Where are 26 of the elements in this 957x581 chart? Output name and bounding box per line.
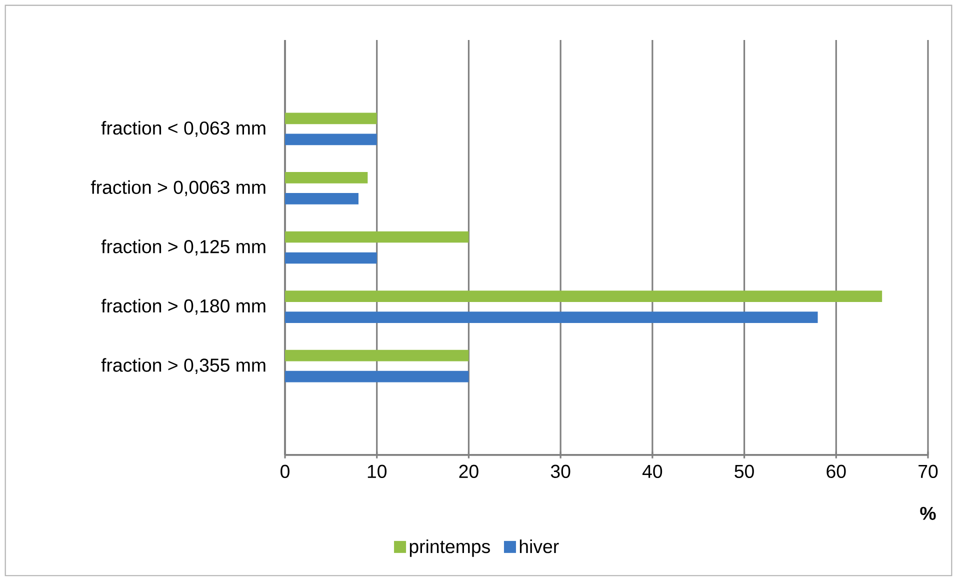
y-tick-label: fraction > 0,0063 mm — [90, 180, 266, 196]
y-tick-label: fraction < 0,063 mm — [101, 120, 266, 137]
bar — [285, 134, 377, 146]
bar — [285, 312, 818, 323]
y-tick-label: fraction > 0,355 mm — [101, 358, 266, 374]
bar — [285, 350, 469, 362]
bar — [285, 172, 368, 184]
x-tick-label: 50 — [734, 464, 754, 478]
y-tick-label: fraction > 0,125 mm — [101, 240, 266, 256]
legend-label: printemps — [410, 539, 490, 557]
x-tick-label: 20 — [459, 464, 478, 478]
x-tick-label: 70 — [918, 464, 938, 478]
x-axis-title: % — [920, 506, 936, 520]
bar — [285, 290, 882, 302]
x-tick-label: 0 — [280, 464, 290, 478]
legend-label: hiver — [520, 539, 559, 554]
bar — [285, 252, 377, 264]
bar — [285, 231, 469, 243]
x-tick-label: 60 — [826, 464, 846, 478]
bar — [285, 193, 358, 204]
y-tick-label: fraction > 0,180 mm — [101, 298, 266, 315]
x-tick-label: 30 — [550, 464, 570, 478]
x-tick-label: 40 — [642, 464, 662, 478]
bar — [285, 112, 377, 124]
bar — [285, 370, 469, 382]
x-tick-label: 10 — [368, 464, 387, 478]
